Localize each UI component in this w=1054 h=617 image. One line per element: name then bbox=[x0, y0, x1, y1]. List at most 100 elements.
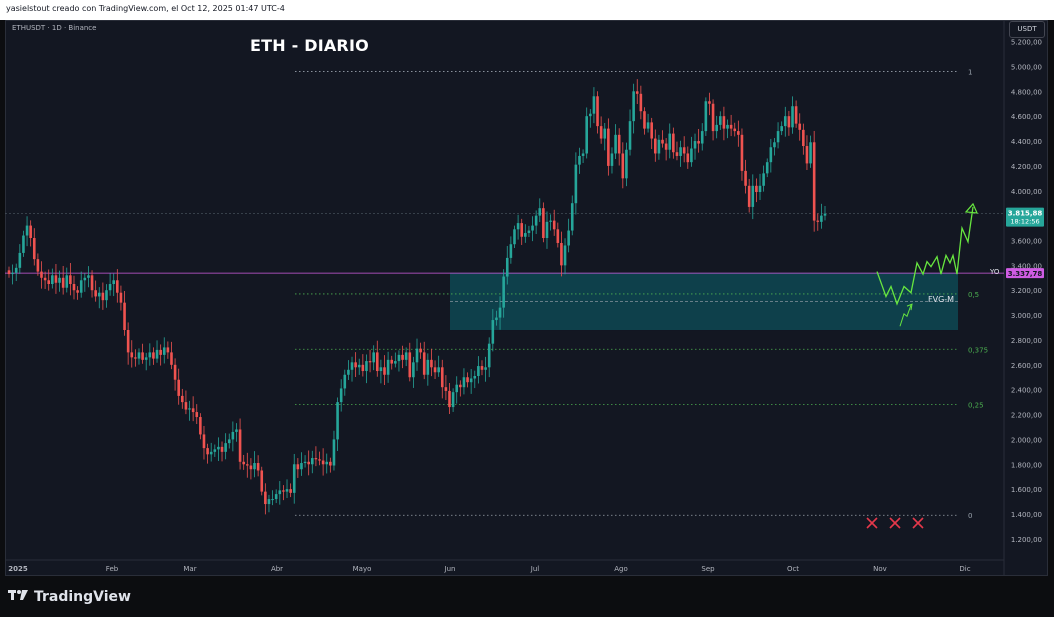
candle-body bbox=[477, 366, 480, 377]
y-tick-label: 1.400,00 bbox=[1011, 511, 1042, 519]
candle-body bbox=[538, 208, 542, 216]
candle-body bbox=[314, 458, 318, 460]
tradingview-brand[interactable]: TradingView bbox=[8, 589, 131, 605]
candle-body bbox=[567, 230, 570, 246]
candle-body bbox=[599, 126, 603, 139]
candle-body bbox=[116, 280, 119, 293]
cross-mark bbox=[912, 517, 924, 529]
candle-body bbox=[545, 221, 549, 239]
candle-body bbox=[242, 461, 245, 465]
candle-body bbox=[758, 185, 762, 193]
candle-body bbox=[199, 417, 202, 435]
candle-body bbox=[238, 429, 242, 462]
y-tick-label: 3.200,00 bbox=[1011, 287, 1042, 295]
candle-body bbox=[332, 439, 336, 466]
candle-body bbox=[722, 116, 726, 129]
candle-body bbox=[83, 277, 87, 281]
candle-body bbox=[336, 402, 339, 440]
candle-body bbox=[72, 284, 76, 291]
y-tick-label: 4.200,00 bbox=[1011, 163, 1042, 171]
candle-body bbox=[202, 434, 206, 449]
candle-body bbox=[29, 225, 32, 239]
y-tick-label: 4.600,00 bbox=[1011, 113, 1042, 121]
candle-body bbox=[209, 451, 213, 455]
candle-body bbox=[249, 465, 253, 470]
last-price-label: 3.815,88 bbox=[1008, 210, 1043, 218]
candle-body bbox=[639, 93, 643, 112]
x-tick-label: 2025 bbox=[8, 565, 28, 573]
candle-body bbox=[394, 361, 397, 364]
candle-body bbox=[816, 220, 820, 222]
candle-body bbox=[635, 91, 639, 94]
candle-body bbox=[47, 280, 51, 285]
candle-body bbox=[246, 464, 249, 466]
candle-body bbox=[253, 463, 256, 470]
candle-body bbox=[181, 395, 184, 403]
candle-body bbox=[484, 367, 487, 370]
candle-body bbox=[36, 259, 40, 272]
x-tick-label: Sep bbox=[701, 565, 715, 573]
candle-body bbox=[271, 499, 274, 501]
candle-body bbox=[206, 448, 209, 455]
candle-body bbox=[729, 124, 733, 129]
candle-body bbox=[755, 185, 758, 193]
candle-body bbox=[715, 124, 718, 132]
candle-body bbox=[740, 134, 744, 171]
x-tick-label: Nov bbox=[873, 565, 887, 573]
chart-title: ETH - DIARIO bbox=[250, 36, 369, 55]
candle-body bbox=[654, 138, 657, 154]
y-tick-label: 4.000,00 bbox=[1011, 188, 1042, 196]
candle-body bbox=[162, 347, 166, 355]
candle-body bbox=[480, 366, 484, 370]
candle-body bbox=[361, 364, 365, 372]
candle-body bbox=[22, 235, 25, 253]
candle-body bbox=[589, 113, 592, 117]
candle-body bbox=[769, 147, 773, 163]
fib-label: 0,5 bbox=[968, 291, 979, 299]
candle-body bbox=[354, 362, 357, 368]
cross-mark bbox=[866, 517, 878, 529]
candle-body bbox=[227, 439, 231, 444]
x-tick-label: Jul bbox=[530, 565, 540, 573]
ticker-line: ETHUSDT · 1D · Binance bbox=[12, 24, 97, 32]
candle-body bbox=[274, 494, 278, 500]
candle-body bbox=[708, 101, 711, 104]
candle-body bbox=[820, 215, 823, 222]
candle-body bbox=[14, 267, 18, 273]
candle-body bbox=[798, 123, 802, 130]
currency-button[interactable]: USDT bbox=[1009, 21, 1045, 38]
candle-body bbox=[184, 402, 188, 410]
candle-body bbox=[585, 116, 588, 154]
candle-body bbox=[469, 378, 473, 383]
candle-body bbox=[502, 276, 505, 308]
attribution-bar: yasielstout creado con TradingView.com, … bbox=[0, 0, 1054, 20]
tradingview-logo-icon bbox=[8, 589, 30, 605]
candle-body bbox=[278, 490, 282, 495]
candle-body bbox=[531, 225, 534, 231]
y-tick-label: 4.800,00 bbox=[1011, 88, 1042, 96]
candle-body bbox=[383, 367, 386, 375]
candle-body bbox=[610, 153, 614, 166]
projection-path bbox=[876, 206, 974, 306]
candle-body bbox=[812, 142, 816, 221]
candle-body bbox=[412, 362, 415, 378]
x-tick-label: Mar bbox=[183, 565, 196, 573]
candle-body bbox=[94, 290, 97, 297]
candle-body bbox=[682, 147, 686, 154]
candle-body bbox=[97, 292, 101, 297]
candle-body bbox=[267, 499, 271, 505]
y-tick-label: 2.000,00 bbox=[1011, 436, 1042, 444]
candle-body bbox=[751, 185, 755, 207]
candle-body bbox=[805, 146, 809, 164]
candle-body bbox=[141, 352, 144, 360]
candle-body bbox=[32, 238, 36, 260]
candle-body bbox=[783, 116, 787, 127]
yo-price-box bbox=[1006, 268, 1044, 279]
candle-body bbox=[448, 390, 451, 408]
candle-body bbox=[556, 229, 560, 243]
candle-body bbox=[54, 275, 58, 283]
yo-label: YO bbox=[990, 268, 1000, 276]
candle-body bbox=[51, 275, 54, 285]
fvg-zone bbox=[450, 272, 958, 331]
